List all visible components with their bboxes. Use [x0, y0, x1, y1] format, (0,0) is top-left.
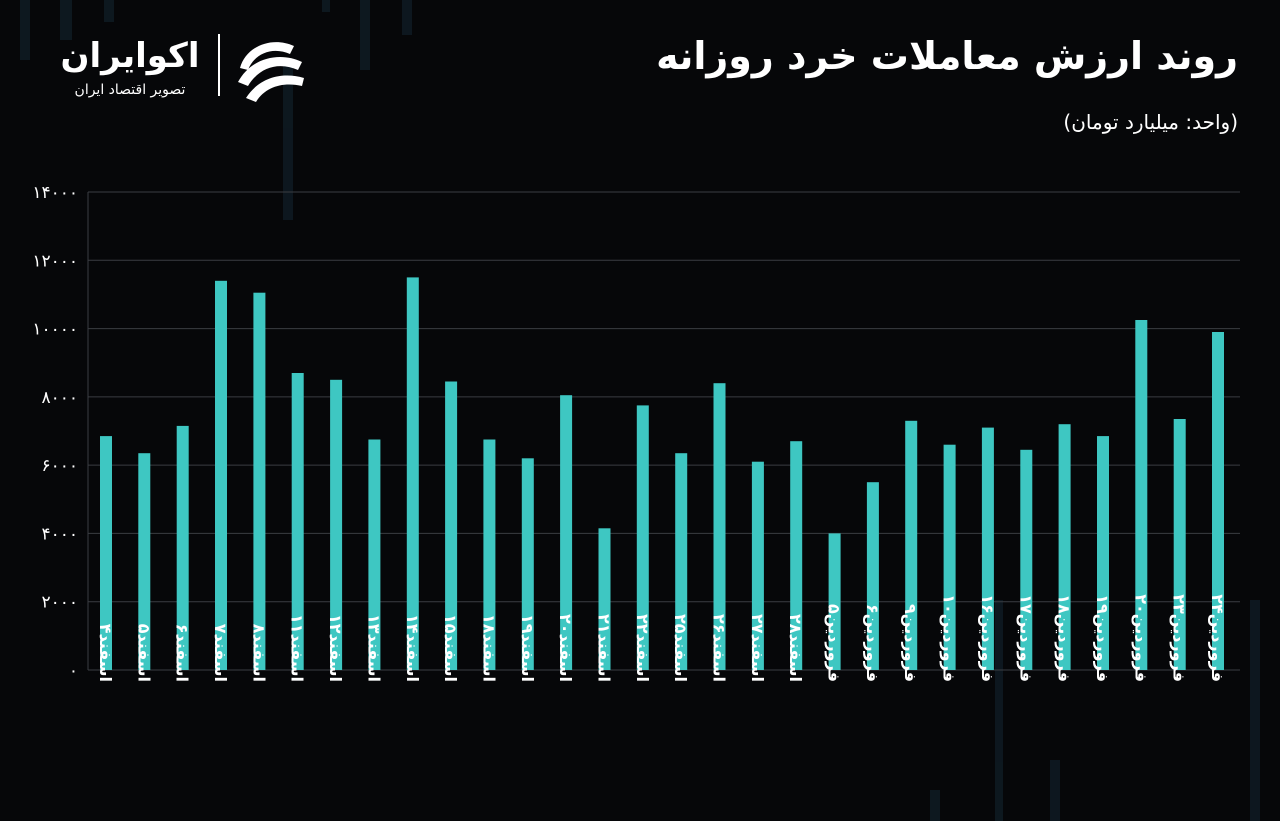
y-axis-ticks: ۰ ۲۰۰۰ ۴۰۰۰ ۶۰۰۰ ۸۰۰۰ ۱۰۰۰۰ ۱۲۰۰۰ ۱۴۰۰۰	[32, 183, 78, 681]
x-tick-label: اسفند۶	[173, 624, 192, 682]
bar	[330, 379, 343, 670]
bar	[138, 453, 151, 670]
x-tick-label: اسفند۲۰	[556, 614, 575, 682]
y-tick-label: ۱۲۰۰۰	[32, 251, 78, 271]
y-tick-label: ۲۰۰۰	[41, 593, 78, 613]
x-tick-label: اسفند۱۱	[288, 614, 307, 682]
bar	[1135, 320, 1148, 670]
x-tick-label: فروردین۲۰	[1131, 594, 1150, 682]
bar	[943, 444, 956, 670]
x-tick-label: فروردین۱۸	[1055, 594, 1074, 682]
x-tick-label: اسفند۱۵	[441, 614, 460, 682]
x-tick-label: فروردین۶	[863, 604, 882, 682]
y-tick-label: ۶۰۰۰	[41, 456, 78, 476]
x-tick-label: اسفند۱۳	[364, 614, 383, 682]
logo-name: اکوایران	[60, 36, 200, 76]
x-tick-label: اسفند۱۴	[403, 614, 422, 682]
bar	[291, 373, 304, 670]
logo-tagline: تصویر اقتصاد ایران	[74, 82, 186, 98]
bars	[100, 277, 1224, 670]
x-tick-label: اسفند۲۸	[786, 614, 805, 682]
x-tick-label: فروردین۵	[825, 604, 844, 682]
bar	[713, 383, 726, 670]
bar	[636, 405, 649, 670]
bar	[406, 277, 419, 670]
logo-divider	[218, 34, 220, 96]
x-tick-label: اسفند۱۹	[518, 614, 537, 682]
bar	[483, 439, 496, 670]
bar	[1212, 332, 1224, 670]
bar	[1173, 419, 1186, 670]
bar	[1097, 436, 1109, 670]
grid-lines	[87, 191, 1240, 671]
x-tick-label: اسفند۸	[249, 624, 268, 682]
x-tick-label: فروردین۱۷	[1016, 594, 1035, 682]
x-tick-label: اسفند۲۱	[595, 614, 614, 682]
x-tick-label: اسفند۲۲	[633, 614, 652, 682]
x-tick-label: فروردین۲۴	[1208, 594, 1227, 682]
y-tick-label: ۸۰۰۰	[41, 388, 78, 408]
y-tick-label: ۱۴۰۰۰	[32, 183, 78, 203]
bar	[828, 533, 841, 670]
x-tick-label: اسفند۲۶	[710, 614, 729, 682]
bar	[100, 436, 112, 670]
bar	[1020, 449, 1033, 670]
bar	[751, 461, 764, 670]
bar	[176, 425, 189, 670]
chart-unit-label: (واحد: میلیارد تومان)	[1063, 110, 1238, 134]
x-tick-label: اسفند۱۲	[326, 614, 345, 682]
x-tick-label: اسفند۲۷	[748, 614, 767, 682]
bar	[675, 453, 688, 670]
bar	[981, 427, 994, 670]
bar	[368, 439, 381, 670]
chart-title: روند ارزش معاملات خرد روزانه	[656, 34, 1238, 78]
bar	[445, 381, 458, 670]
y-tick-label: ۴۰۰۰	[41, 524, 78, 544]
y-tick-label: ۱۰۰۰۰	[32, 320, 78, 340]
bar	[905, 420, 918, 670]
bar	[1058, 424, 1071, 670]
x-tick-label: اسفند۴	[96, 624, 115, 682]
x-tick-label: اسفند۷	[211, 624, 230, 682]
brand-logo: اکوایران تصویر اقتصاد ایران	[50, 28, 310, 108]
y-tick-label: ۰	[69, 661, 78, 681]
x-tick-label: فروردین۲۳	[1170, 594, 1189, 682]
bar	[215, 280, 227, 670]
bar	[521, 458, 534, 670]
x-tick-label: فروردین۱۹	[1093, 594, 1112, 682]
bar	[560, 395, 573, 670]
x-tick-label: اسفند۵	[134, 624, 153, 682]
x-tick-label: فروردین۹	[901, 604, 920, 682]
x-tick-label: اسفند۲۵	[671, 614, 690, 682]
x-tick-label: فروردین۱۰	[940, 594, 959, 682]
x-axis-ticks: اسفند۴ اسفند۵ اسفند۶ اسفند۷ اسفند۸ اسفند۱۱ اسف…	[96, 594, 1227, 682]
bar	[598, 528, 611, 670]
x-tick-label: فروردین۱۶	[978, 594, 997, 682]
x-tick-label: اسفند۱۸	[479, 614, 498, 682]
bar	[790, 441, 803, 670]
bar	[253, 292, 266, 670]
bar	[866, 482, 879, 670]
logo-mark-icon	[238, 42, 304, 102]
